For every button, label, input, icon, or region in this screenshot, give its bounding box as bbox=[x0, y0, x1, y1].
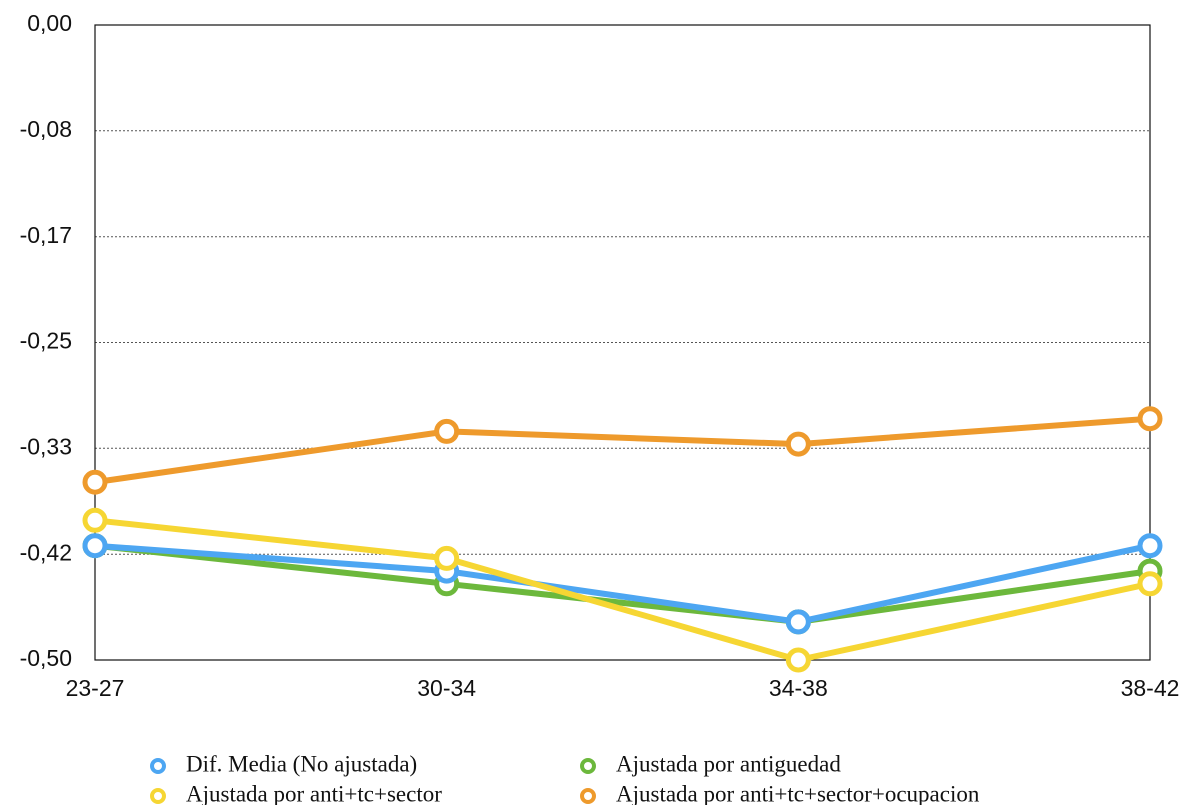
point-marker bbox=[1137, 406, 1163, 432]
y-tick-label: -0,42 bbox=[20, 539, 72, 565]
point-marker bbox=[1137, 533, 1163, 559]
point-marker bbox=[785, 609, 811, 635]
series-line bbox=[94, 542, 1151, 625]
legend-marker bbox=[580, 758, 596, 774]
point-marker bbox=[1137, 571, 1163, 597]
point-marker bbox=[82, 507, 108, 533]
y-tick-label: -0,08 bbox=[20, 116, 72, 142]
series-line bbox=[94, 415, 1151, 486]
legend-label: Dif. Media (No ajustada) bbox=[186, 751, 417, 776]
x-tick-label: 23-27 bbox=[66, 675, 125, 701]
y-tick-label: -0,25 bbox=[20, 328, 72, 354]
point-marker bbox=[82, 469, 108, 495]
y-tick-label: -0,33 bbox=[20, 433, 72, 459]
point-marker bbox=[434, 545, 460, 571]
series-line bbox=[94, 542, 1151, 625]
point-marker bbox=[785, 647, 811, 673]
y-tick-label: -0,17 bbox=[20, 222, 72, 248]
legend-label: Ajustada por anti+tc+sector bbox=[186, 781, 442, 805]
y-tick-label: -0,50 bbox=[20, 645, 72, 671]
x-tick-label: 34-38 bbox=[769, 675, 828, 701]
legend-label: Ajustada por anti+tc+sector+ocupacion bbox=[616, 781, 980, 805]
point-marker bbox=[785, 431, 811, 457]
legend-marker bbox=[150, 758, 166, 774]
point-marker bbox=[434, 418, 460, 444]
legend-label: Ajustada por antiguedad bbox=[616, 751, 841, 776]
x-tick-label: 38-42 bbox=[1121, 675, 1180, 701]
plot-frame bbox=[94, 24, 1151, 661]
series-line bbox=[94, 517, 1151, 663]
legend-marker bbox=[580, 788, 596, 804]
x-tick-label: 30-34 bbox=[417, 675, 476, 701]
y-tick-label: 0,00 bbox=[27, 10, 72, 36]
legend-marker bbox=[150, 788, 166, 804]
point-marker bbox=[82, 533, 108, 559]
